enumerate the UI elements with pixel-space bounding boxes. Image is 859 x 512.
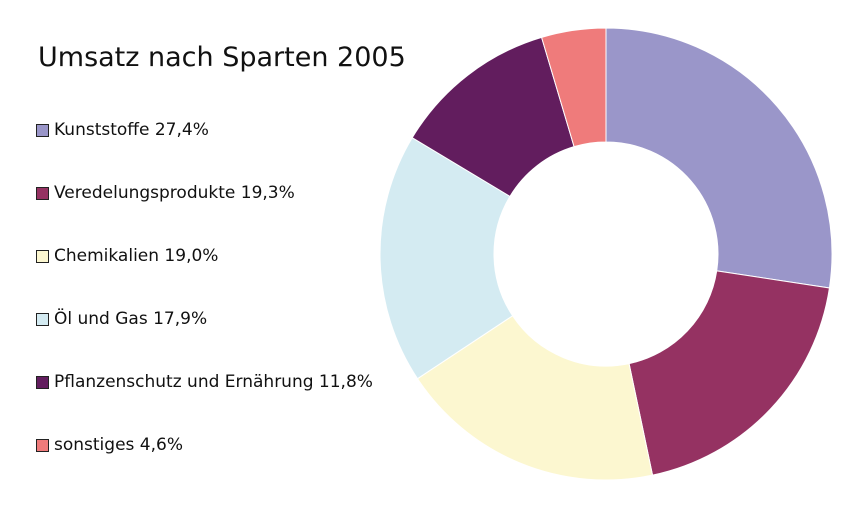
legend-swatch — [36, 375, 49, 389]
legend-item-kunststoffe: Kunststoffe 27,4% — [36, 118, 209, 142]
legend-item-pflanzenschutz: Pflanzenschutz und Ernährung 11,8% — [36, 370, 373, 394]
legend-swatch — [36, 186, 49, 200]
donut-slice-kunststoffe — [605, 27, 833, 289]
donut-slice-chemikalien — [416, 315, 654, 481]
legend-swatch — [36, 312, 49, 326]
legend-label: Veredelungsprodukte 19,3% — [54, 183, 295, 203]
legend-swatch — [36, 123, 49, 137]
legend-item-oel-und-gas: Öl und Gas 17,9% — [36, 307, 207, 331]
legend-label: Kunststoffe 27,4% — [54, 120, 209, 140]
legend-item-sonstiges: sonstiges 4,6% — [36, 433, 183, 457]
chart-title: Umsatz nach Sparten 2005 — [38, 42, 406, 73]
legend-swatch — [36, 438, 49, 452]
legend-label: sonstiges 4,6% — [54, 435, 183, 455]
legend-item-chemikalien: Chemikalien 19,0% — [36, 244, 218, 268]
donut-slice-veredelungsprodukte — [628, 270, 831, 476]
legend-label: Öl und Gas 17,9% — [54, 309, 208, 329]
donut-slice-öl-und-gas — [379, 137, 514, 380]
legend-label: Chemikalien 19,0% — [54, 246, 219, 266]
legend-item-veredelungsprodukte: Veredelungsprodukte 19,3% — [36, 181, 295, 205]
donut-slice-sonstiges — [540, 27, 607, 148]
legend-swatch — [36, 249, 49, 263]
legend-label: Pflanzenschutz und Ernährung 11,8% — [54, 372, 373, 392]
